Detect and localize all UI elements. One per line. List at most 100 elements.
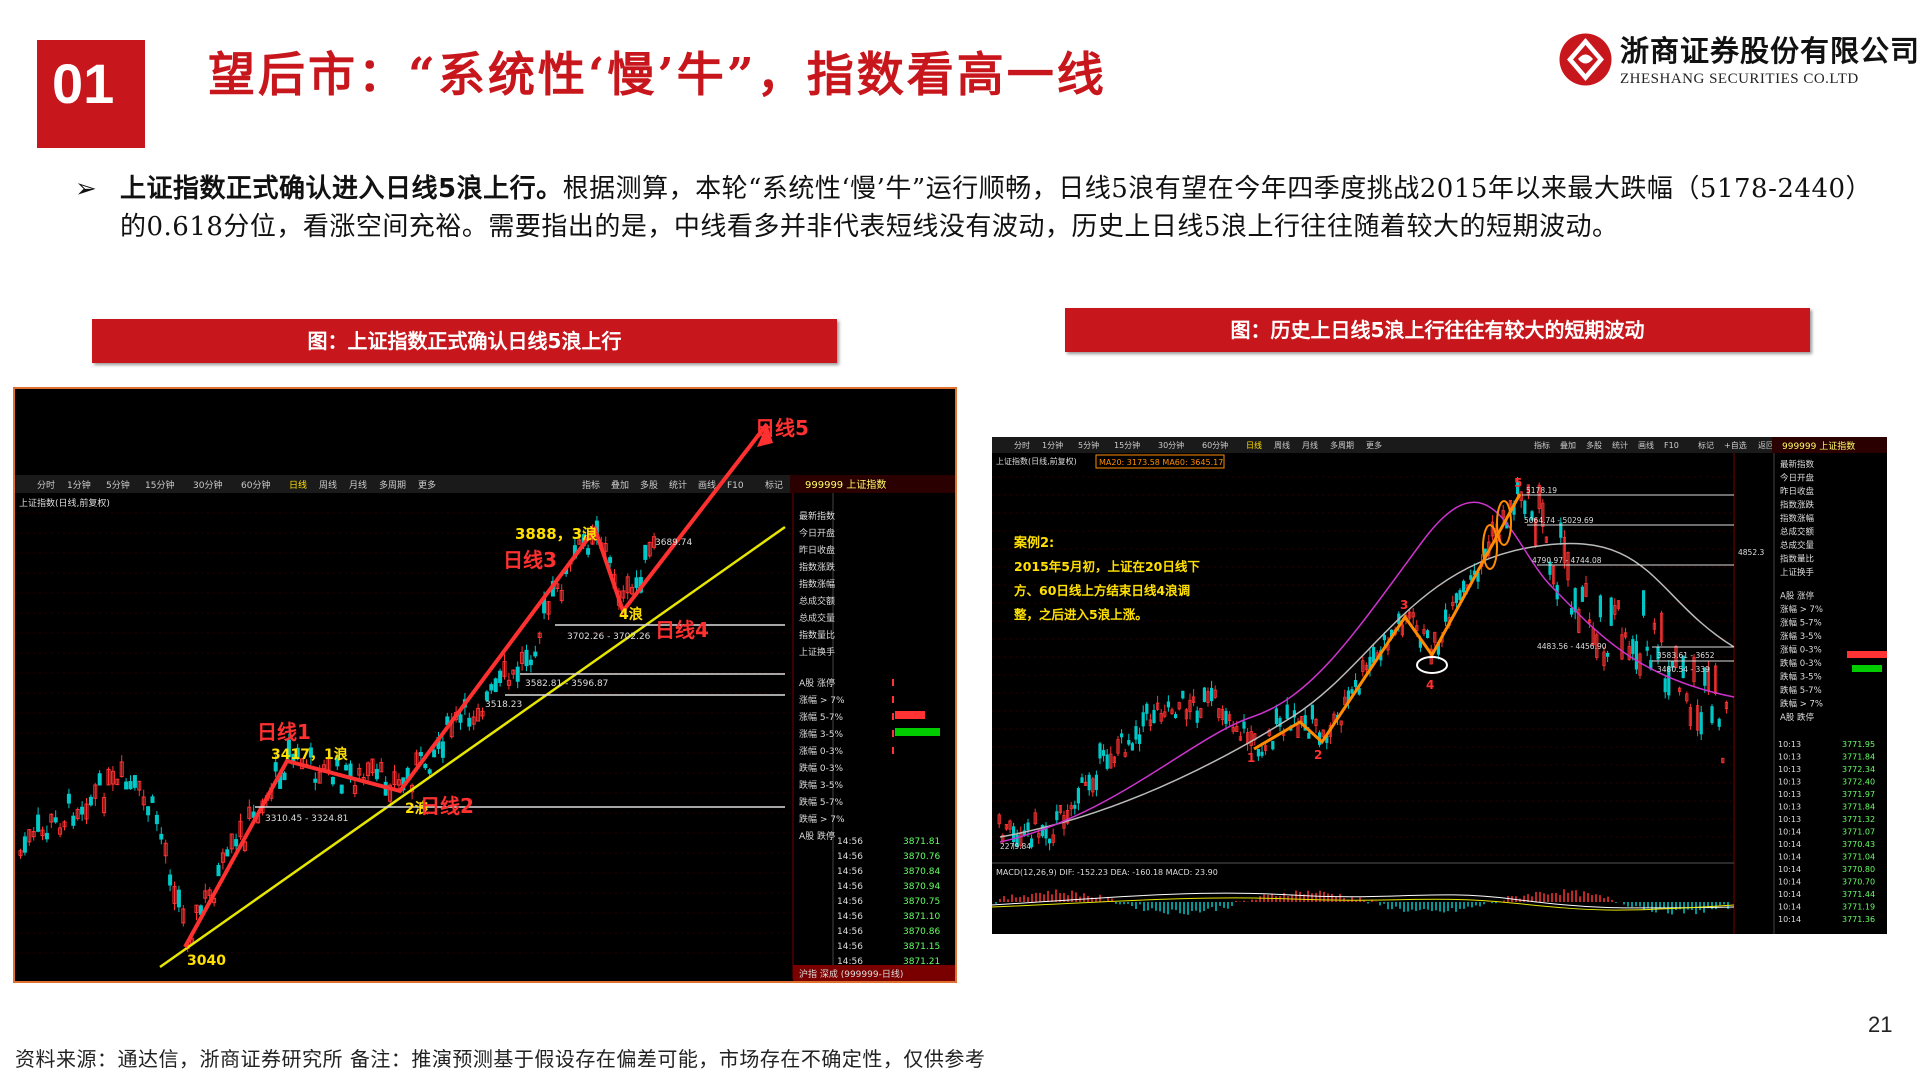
candle-body	[330, 776, 335, 785]
toolbar-right-item[interactable]: F10	[1664, 441, 1679, 450]
candle-body	[537, 632, 542, 639]
candle-body	[484, 691, 489, 701]
candle-body	[1541, 502, 1545, 527]
toolbar-item[interactable]: 30分钟	[193, 479, 222, 491]
candle-body	[524, 649, 529, 667]
candle-body	[44, 832, 49, 840]
toolbar-item[interactable]: 5分钟	[106, 479, 130, 491]
candle-body	[1724, 701, 1729, 710]
candle-body	[1634, 641, 1639, 670]
toolbar-right-item[interactable]: 统计	[1612, 440, 1628, 450]
candle-body	[1260, 751, 1264, 756]
candle-body	[1454, 593, 1459, 603]
side-label: 总成交量	[799, 612, 835, 624]
toolbar-right-item[interactable]: 多股	[1586, 440, 1602, 450]
logo-name-en: ZHESHANG SECURITIES CO.LTD	[1620, 71, 1859, 87]
candle-body	[1685, 693, 1689, 702]
logo-name-cn: 浙商证券股份有限公司	[1620, 34, 1920, 68]
right-stock-code: 999999 上证指数	[1782, 440, 1855, 452]
toolbar-item[interactable]: 15分钟	[1114, 440, 1140, 450]
candle-body	[1184, 709, 1188, 720]
wave5-circle-2	[1496, 500, 1512, 546]
candle-body	[137, 780, 142, 791]
candle-body	[997, 814, 1001, 825]
toolbar-item[interactable]: 周线	[319, 479, 337, 491]
toolbar-item[interactable]: 30分钟	[1158, 440, 1184, 450]
tick-time: 10:14	[1778, 903, 1801, 912]
case-line-2: 方、60日线上方结束日线4浪调	[1014, 583, 1190, 598]
candle-body	[625, 576, 630, 594]
candle-body	[80, 806, 85, 815]
toolbar-right-item[interactable]: 叠加	[611, 480, 629, 491]
toolbar-right-item[interactable]: 标记	[765, 479, 783, 491]
candle-body	[216, 865, 221, 877]
side-label: 总成交额	[799, 595, 835, 607]
tick-price: 3772.40	[1842, 778, 1875, 787]
start-value: 3040	[187, 953, 226, 969]
toolbar-right-item[interactable]: 画线	[698, 479, 716, 491]
candle-body	[1566, 551, 1570, 581]
candle-body	[1141, 712, 1145, 727]
toolbar-right-item[interactable]: 画线	[1638, 440, 1654, 450]
tick-price: 3870.86	[903, 927, 940, 937]
toolbar-item[interactable]: 60分钟	[241, 479, 270, 491]
toolbar-right-item[interactable]: 多股	[640, 479, 658, 491]
candle-body	[286, 739, 291, 758]
toolbar-item[interactable]: 日线	[1246, 440, 1262, 450]
wave-number: 4	[1426, 678, 1434, 692]
toolbar-right-item[interactable]: +自选	[1724, 440, 1747, 450]
side-label: 今日开盘	[1780, 473, 1815, 484]
body-paragraph: 上证指数正式确认进入日线5浪上行。根据测算，本轮“系统性‘慢’牛”运行顺畅，日线…	[120, 170, 1870, 246]
side-label: 昨日收盘	[799, 544, 835, 556]
toolbar-right-item[interactable]: 指标	[1534, 440, 1550, 450]
candle-body	[225, 849, 230, 857]
candle-body	[1202, 687, 1206, 702]
toolbar-item[interactable]: 分时	[1014, 440, 1030, 450]
page-number: 21	[1868, 1012, 1893, 1037]
candle-body	[75, 809, 80, 820]
toolbar-right-item[interactable]: 指标	[582, 479, 600, 491]
candle-body	[374, 768, 379, 780]
toolbar-item[interactable]: 多周期	[1330, 440, 1354, 450]
candle-body	[1307, 732, 1311, 739]
up-breadth-bar	[895, 711, 925, 719]
candle-body	[1620, 634, 1624, 660]
candle-body	[634, 577, 639, 588]
candle-body	[1015, 834, 1019, 848]
tick-time: 10:14	[1778, 890, 1801, 899]
candle-body	[515, 666, 520, 682]
toolbar-item[interactable]: 1分钟	[67, 479, 91, 491]
candle-body	[110, 770, 115, 785]
toolbar-item[interactable]: 15分钟	[145, 479, 174, 491]
tick-time: 10:14	[1778, 853, 1801, 862]
toolbar-item[interactable]: 更多	[418, 479, 436, 491]
ma20-line	[999, 501, 1735, 843]
toolbar-item[interactable]: 多周期	[379, 479, 406, 491]
toolbar-item[interactable]: 60分钟	[1202, 440, 1228, 450]
toolbar-right-item[interactable]: 统计	[669, 479, 687, 491]
toolbar-item[interactable]: 5分钟	[1078, 440, 1099, 450]
toolbar-item[interactable]: 周线	[1274, 440, 1290, 450]
candle-body	[1537, 484, 1541, 509]
toolbar-item[interactable]: 1分钟	[1042, 440, 1063, 450]
candle-body	[1451, 601, 1455, 607]
candle-body	[313, 778, 318, 783]
side-label: 跌幅 0-3%	[799, 762, 844, 774]
candle-body	[1433, 631, 1437, 643]
toolbar-item[interactable]: 分时	[37, 479, 55, 491]
toolbar-item[interactable]: 更多	[1366, 440, 1382, 450]
candle-body	[1170, 709, 1174, 714]
candle-body	[1188, 699, 1192, 713]
toolbar-item[interactable]: 月线	[349, 479, 367, 491]
toolbar-item[interactable]: 日线	[289, 479, 307, 491]
bullet-arrow-icon: ➢	[75, 174, 97, 204]
candle-body	[1353, 680, 1358, 687]
candle-body	[1008, 820, 1012, 830]
price-label: 4790.97 - 4744.08	[1532, 556, 1602, 565]
tick-price: 3871.81	[903, 837, 940, 847]
toolbar-right-item[interactable]: F10	[727, 481, 744, 491]
toolbar-right-item[interactable]: 返回	[1758, 441, 1774, 450]
toolbar-right-item[interactable]: 标记	[1698, 440, 1714, 450]
toolbar-right-item[interactable]: 叠加	[1560, 440, 1576, 450]
toolbar-item[interactable]: 月线	[1302, 440, 1318, 450]
